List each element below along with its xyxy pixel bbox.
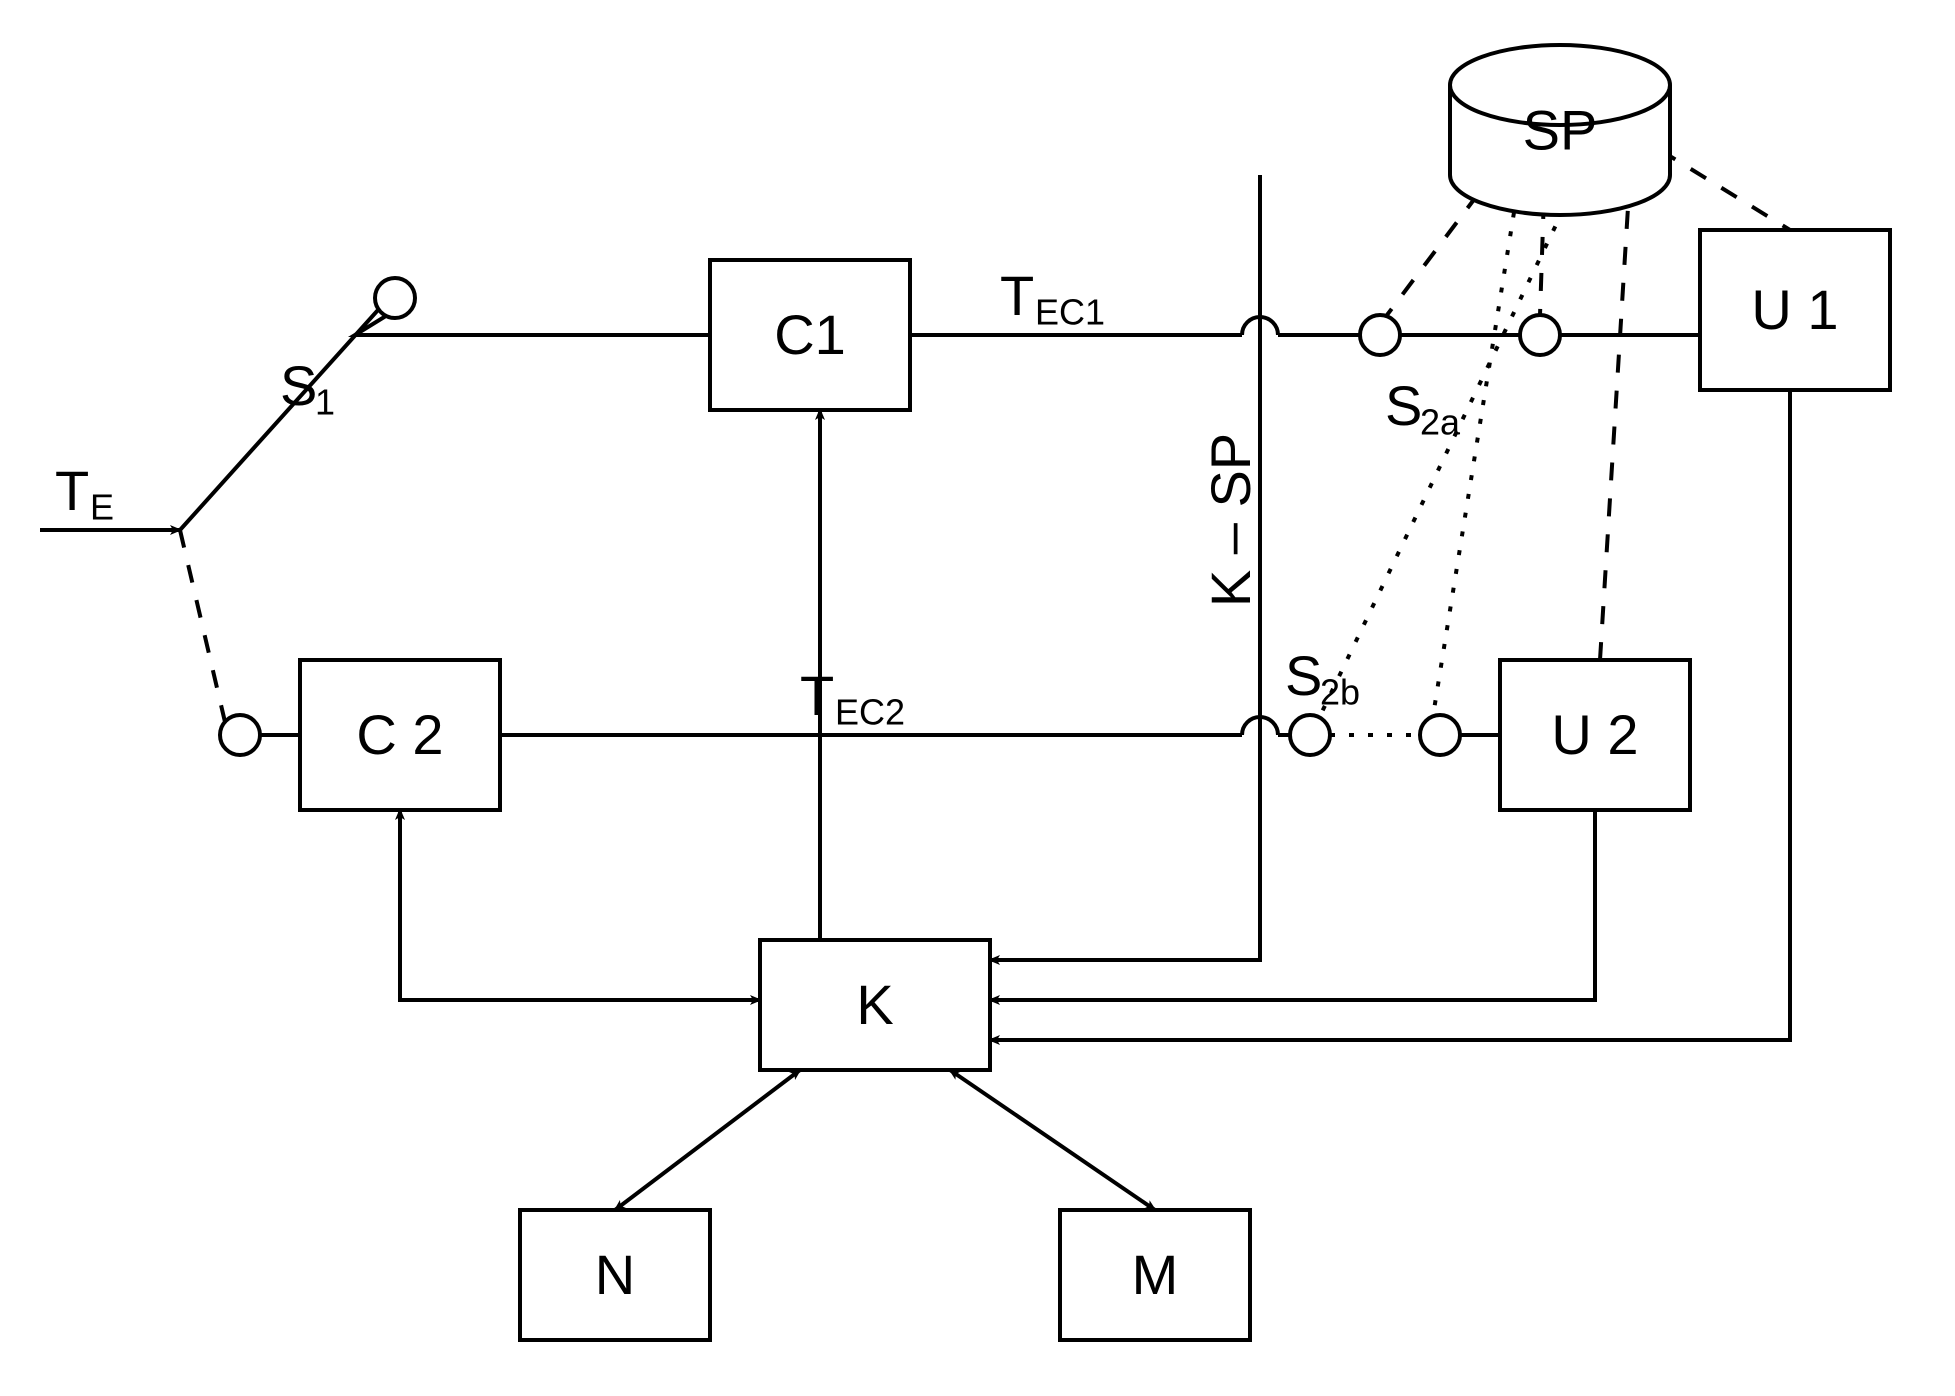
- svg-text:EC1: EC1: [1035, 292, 1105, 333]
- label-s2b: S2b: [1285, 644, 1360, 713]
- svg-text:S: S: [1285, 644, 1322, 707]
- node-m-label: M: [1132, 1243, 1179, 1306]
- svg-text:S: S: [280, 354, 317, 417]
- edge-u2-k: [990, 810, 1595, 1000]
- node-u2: U 2: [1500, 660, 1690, 810]
- label-ksp: K – SP: [1199, 433, 1262, 607]
- node-sp: SP: [1450, 45, 1670, 215]
- edge-n-k: [615, 1070, 800, 1210]
- node-n: N: [520, 1210, 710, 1340]
- edge-te-s1: [180, 310, 378, 530]
- svg-text:1: 1: [315, 382, 335, 423]
- switch-sC2: [220, 715, 260, 755]
- node-c2: C 2: [300, 660, 500, 810]
- node-c1: C1: [710, 260, 910, 410]
- svg-text:K – SP: K – SP: [1199, 433, 1262, 607]
- node-k-label: K: [856, 973, 893, 1036]
- edge-sp-u2: [1600, 175, 1630, 660]
- label-tec1: TEC1: [1000, 264, 1105, 333]
- switch-s2a2: [1520, 315, 1560, 355]
- node-n-label: N: [595, 1243, 635, 1306]
- node-u1: U 1: [1700, 230, 1890, 390]
- switch-s2b2: [1420, 715, 1460, 755]
- label-tec2: TEC2: [800, 664, 905, 733]
- edge-u1-k: [990, 390, 1790, 1040]
- svg-text:T: T: [800, 664, 834, 727]
- node-sp-label: SP: [1523, 98, 1598, 161]
- label-te: TE: [55, 459, 114, 528]
- label-s2a: S2a: [1385, 374, 1461, 443]
- block-diagram: SPC1C 2U 1U 2KNMTES1TEC1TEC2S2aS2bK – SP: [0, 0, 1955, 1396]
- svg-text:T: T: [55, 459, 89, 522]
- node-u2-label: U 2: [1551, 703, 1638, 766]
- switch-s1: [375, 278, 415, 318]
- edge-k-c2: [400, 810, 760, 1000]
- node-m: M: [1060, 1210, 1250, 1340]
- edge-sp-s2b1: [1320, 175, 1580, 716]
- node-c1-label: C1: [774, 303, 846, 366]
- switch-s2b1: [1290, 715, 1330, 755]
- switch-s2a1: [1360, 315, 1400, 355]
- edge-sp-s2b2: [1433, 175, 1520, 716]
- svg-text:2b: 2b: [1320, 672, 1360, 713]
- edge-k-m: [950, 1070, 1155, 1210]
- svg-text:S: S: [1385, 374, 1422, 437]
- svg-text:T: T: [1000, 264, 1034, 327]
- node-c2-label: C 2: [356, 703, 443, 766]
- svg-text:E: E: [90, 487, 114, 528]
- edge-sp-u1: [1660, 150, 1790, 230]
- edge-te-sc2: [180, 530, 225, 722]
- node-u1-label: U 1: [1751, 278, 1838, 341]
- svg-text:2a: 2a: [1420, 402, 1461, 443]
- svg-text:EC2: EC2: [835, 692, 905, 733]
- node-k: K: [760, 940, 990, 1070]
